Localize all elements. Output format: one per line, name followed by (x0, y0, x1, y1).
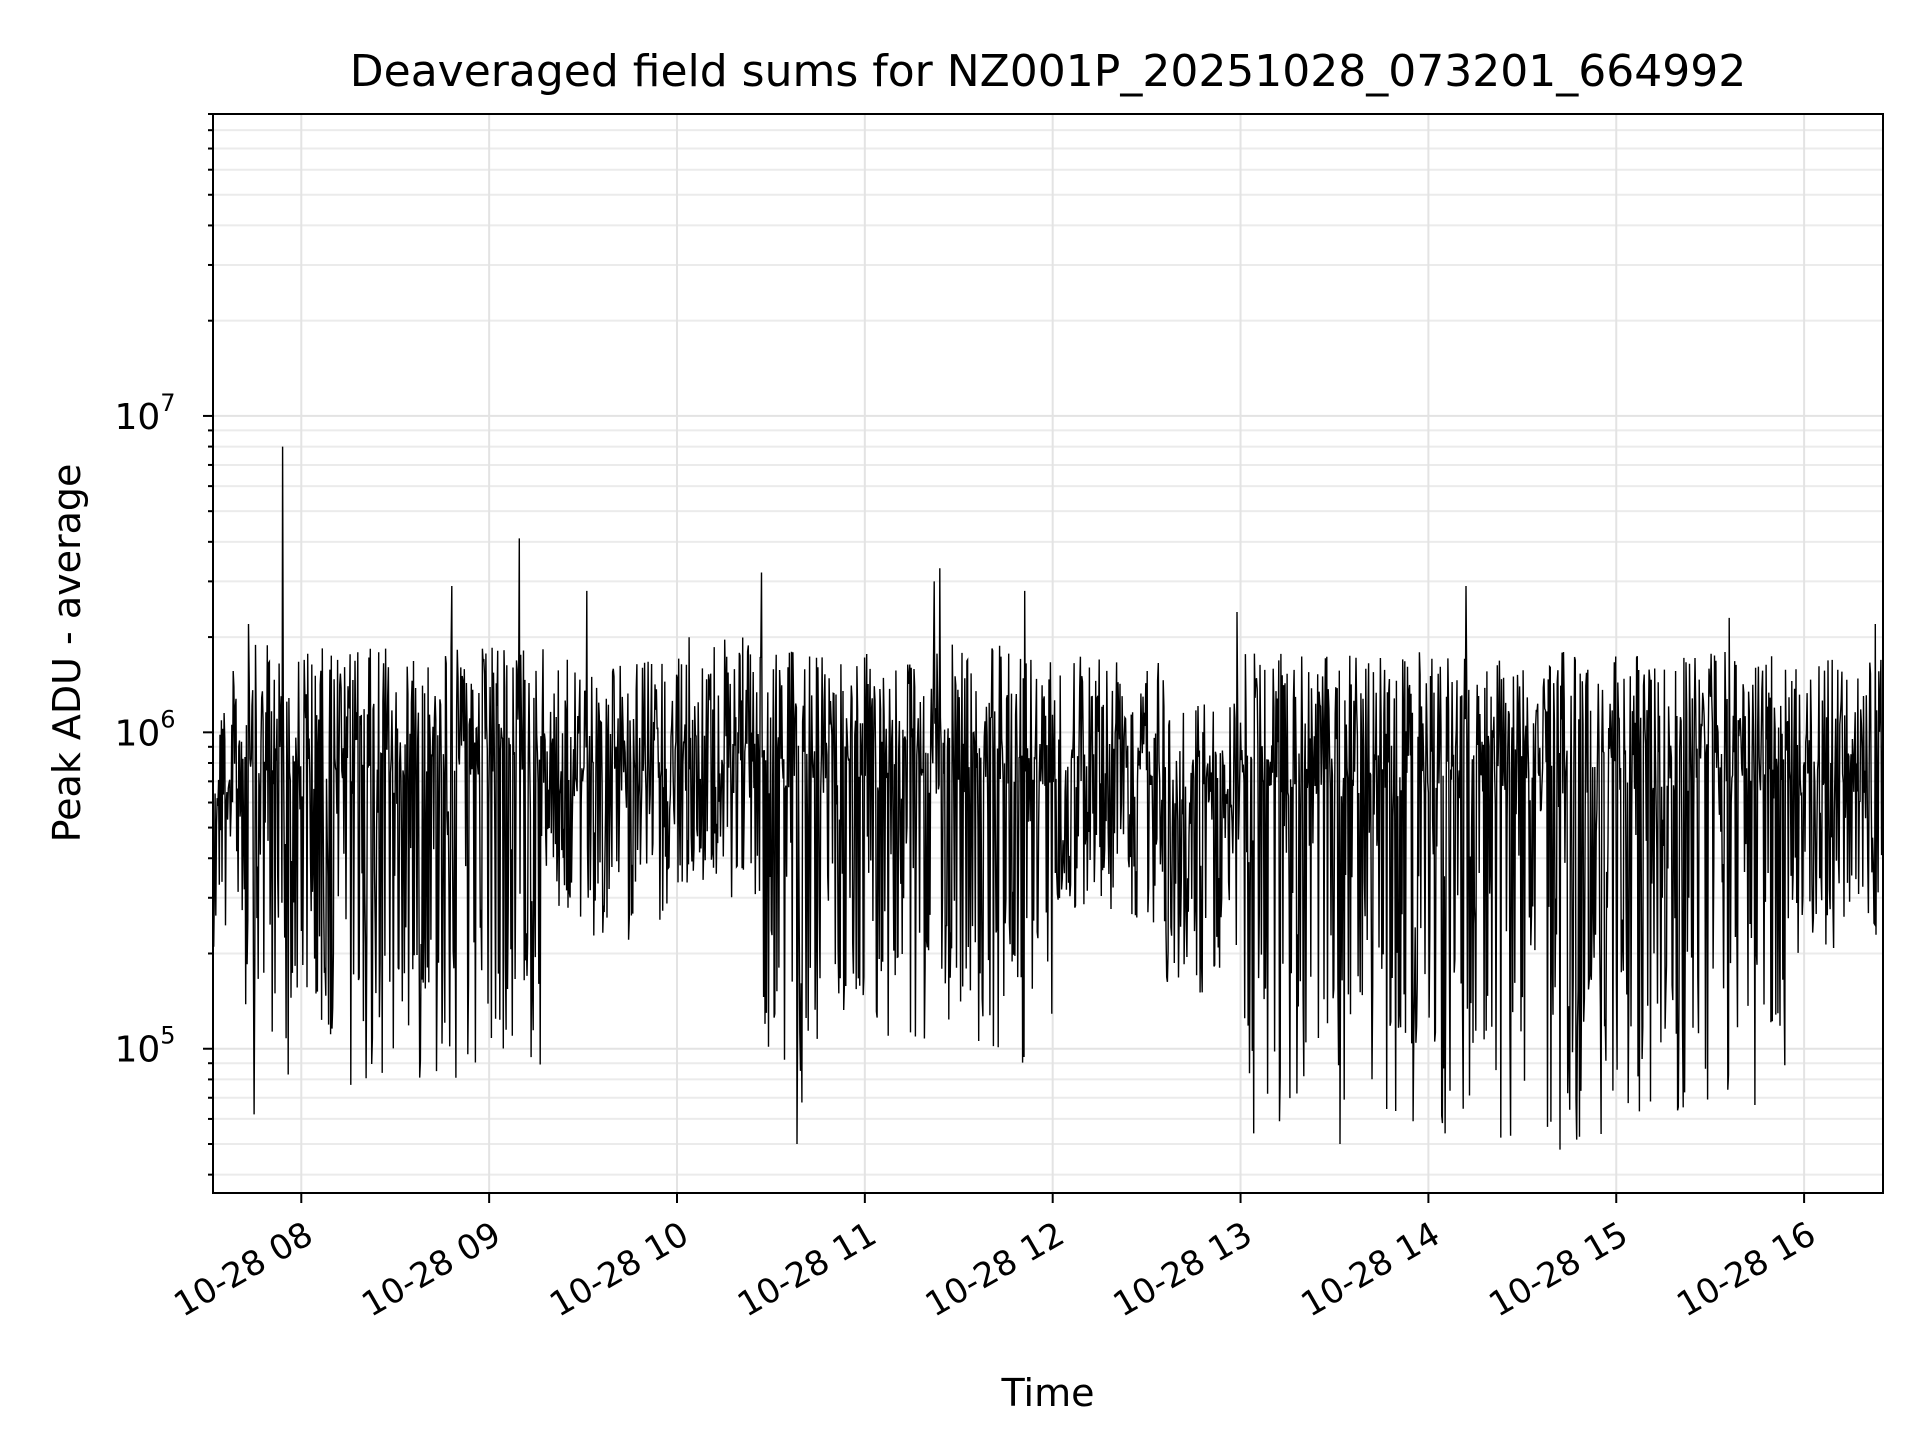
y-tick-label: 107 (114, 389, 175, 438)
series-line (212, 446, 1884, 1150)
data-series (212, 446, 1884, 1150)
plot-frame (212, 113, 1884, 1194)
y-tick-label: 105 (114, 1022, 175, 1071)
chart-title: Deaveraged field sums for NZ001P_2025102… (350, 46, 1746, 97)
y-tick-label: 106 (114, 705, 175, 754)
x-axis-label: Time (1001, 1371, 1095, 1415)
y-axis-label: Peak ADU - average (45, 464, 89, 843)
